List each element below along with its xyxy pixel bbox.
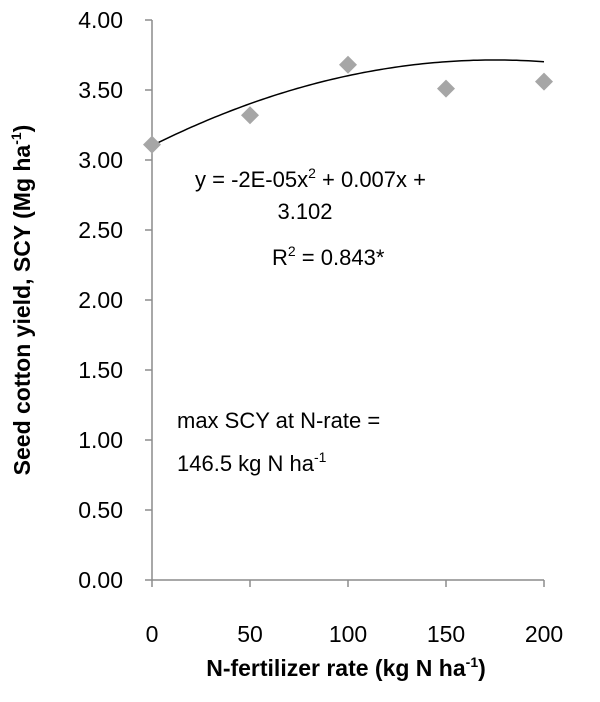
r-squared-label: R2 = 0.843* [272, 243, 385, 270]
data-points [143, 55, 553, 154]
x-axis-title: N-fertilizer rate (kg N ha-1) [206, 654, 486, 681]
y-tick-label: 4.00 [78, 7, 123, 33]
data-point [143, 135, 161, 154]
data-point [437, 79, 455, 98]
x-tick-label: 50 [237, 621, 263, 647]
x-tick-label: 0 [146, 621, 159, 647]
y-tick-label: 1.00 [78, 427, 123, 453]
y-tick-labels: 0.00 0.50 1.00 1.50 2.00 2.50 3.00 3.50 4.00 [78, 7, 123, 593]
y-axis-title: Seed cotton yield, SCY (Mg ha-1) [8, 125, 35, 476]
data-point [241, 106, 259, 125]
max-note-line-1: max SCY at N-rate = [177, 408, 380, 433]
y-tick-label: 0.00 [78, 567, 123, 593]
y-tick-label: 0.50 [78, 497, 123, 523]
data-point [339, 55, 357, 74]
axes [145, 19, 545, 587]
data-point [535, 72, 553, 91]
y-tick-label: 2.50 [78, 217, 123, 243]
max-note-line-2: 146.5 kg N ha-1 [177, 449, 327, 476]
x-tick-labels: 0 50 100 150 200 [146, 621, 564, 647]
y-tick-label: 1.50 [78, 357, 123, 383]
equation-line-2: 3.102 [277, 199, 332, 224]
x-tick-label: 150 [427, 621, 465, 647]
y-tick-label: 2.00 [78, 287, 123, 313]
y-tick-label: 3.50 [78, 77, 123, 103]
x-tick-label: 200 [525, 621, 563, 647]
y-tick-label: 3.00 [78, 147, 123, 173]
trendline [151, 59, 545, 147]
equation-line-1: y = -2E-05x2 + 0.007x + [195, 165, 426, 192]
x-tick-label: 100 [329, 621, 367, 647]
